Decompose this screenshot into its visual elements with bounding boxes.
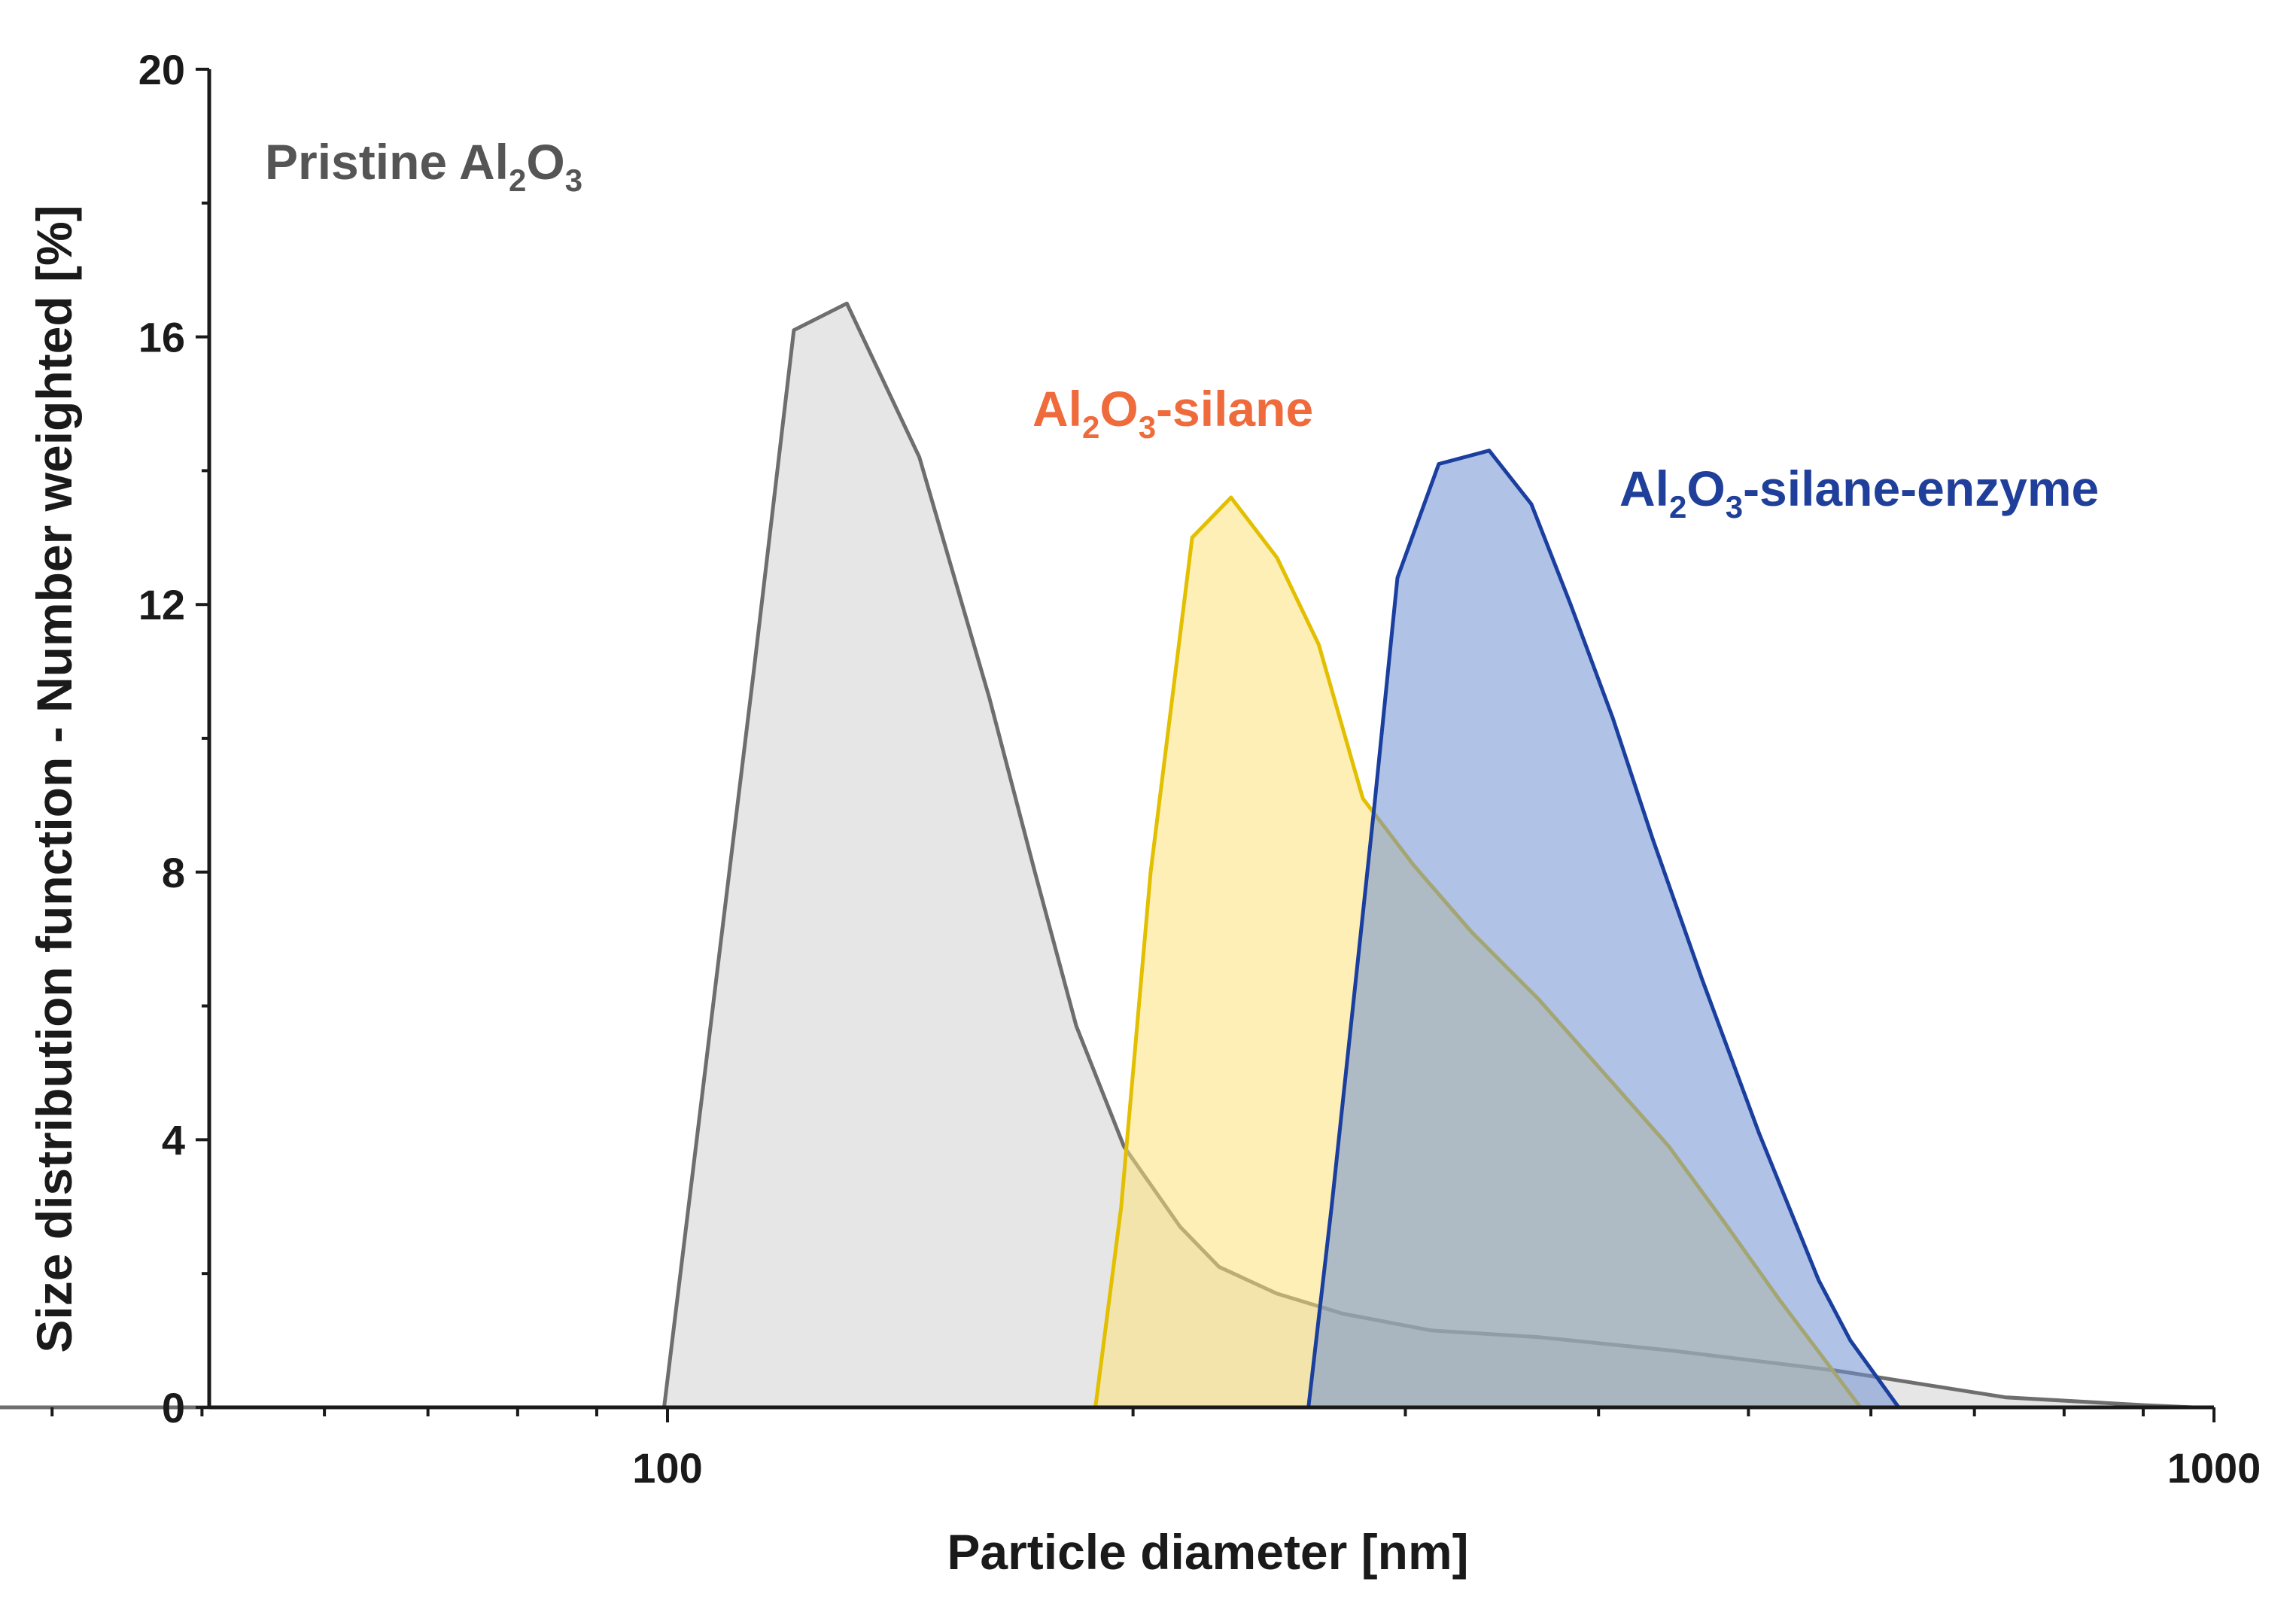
axes: 0 4 8 12 16 20 100 1000 [50, 46, 2261, 1492]
series-area-3 [1306, 449, 1901, 1410]
subscript: 3 [565, 163, 582, 198]
label-text: -silane-enzyme [1743, 461, 2099, 516]
subscript: 2 [1669, 489, 1686, 525]
y-tick-label: 20 [138, 46, 185, 93]
subscript: 3 [1726, 489, 1743, 525]
label-text: O [1686, 461, 1725, 516]
series-label-2: Al2O3-silane [1032, 381, 1313, 445]
y-tick-label: 12 [138, 581, 185, 628]
series-label-3: Al2O3-silane-enzyme [1619, 461, 2099, 525]
label-text: Pristine Al [265, 134, 509, 190]
y-tick-label: 8 [162, 849, 185, 896]
subscript: 2 [1082, 409, 1099, 445]
series-labels: Pristine Al2O3Al2O3-silaneAl2O3-silane-e… [265, 134, 2099, 525]
y-tick-label: 0 [162, 1384, 185, 1431]
series-areas [0, 301, 2196, 1410]
label-text: Al [1619, 461, 1669, 516]
y-tick-label: 4 [162, 1116, 185, 1164]
y-tick-label: 16 [138, 314, 185, 361]
y-axis-label: Size distribution function - Number weig… [26, 205, 82, 1352]
x-axis-label: Particle diameter [nm] [947, 1524, 1468, 1580]
series-label-1: Pristine Al2O3 [265, 134, 582, 198]
label-text: O [526, 134, 564, 190]
subscript: 3 [1139, 409, 1156, 445]
x-tick-label: 1000 [2167, 1444, 2261, 1492]
label-text: O [1099, 381, 1138, 437]
label-text: Al [1032, 381, 1082, 437]
x-tick-label: 100 [632, 1444, 702, 1492]
subscript: 2 [509, 163, 526, 198]
label-text: -silane [1156, 381, 1313, 437]
